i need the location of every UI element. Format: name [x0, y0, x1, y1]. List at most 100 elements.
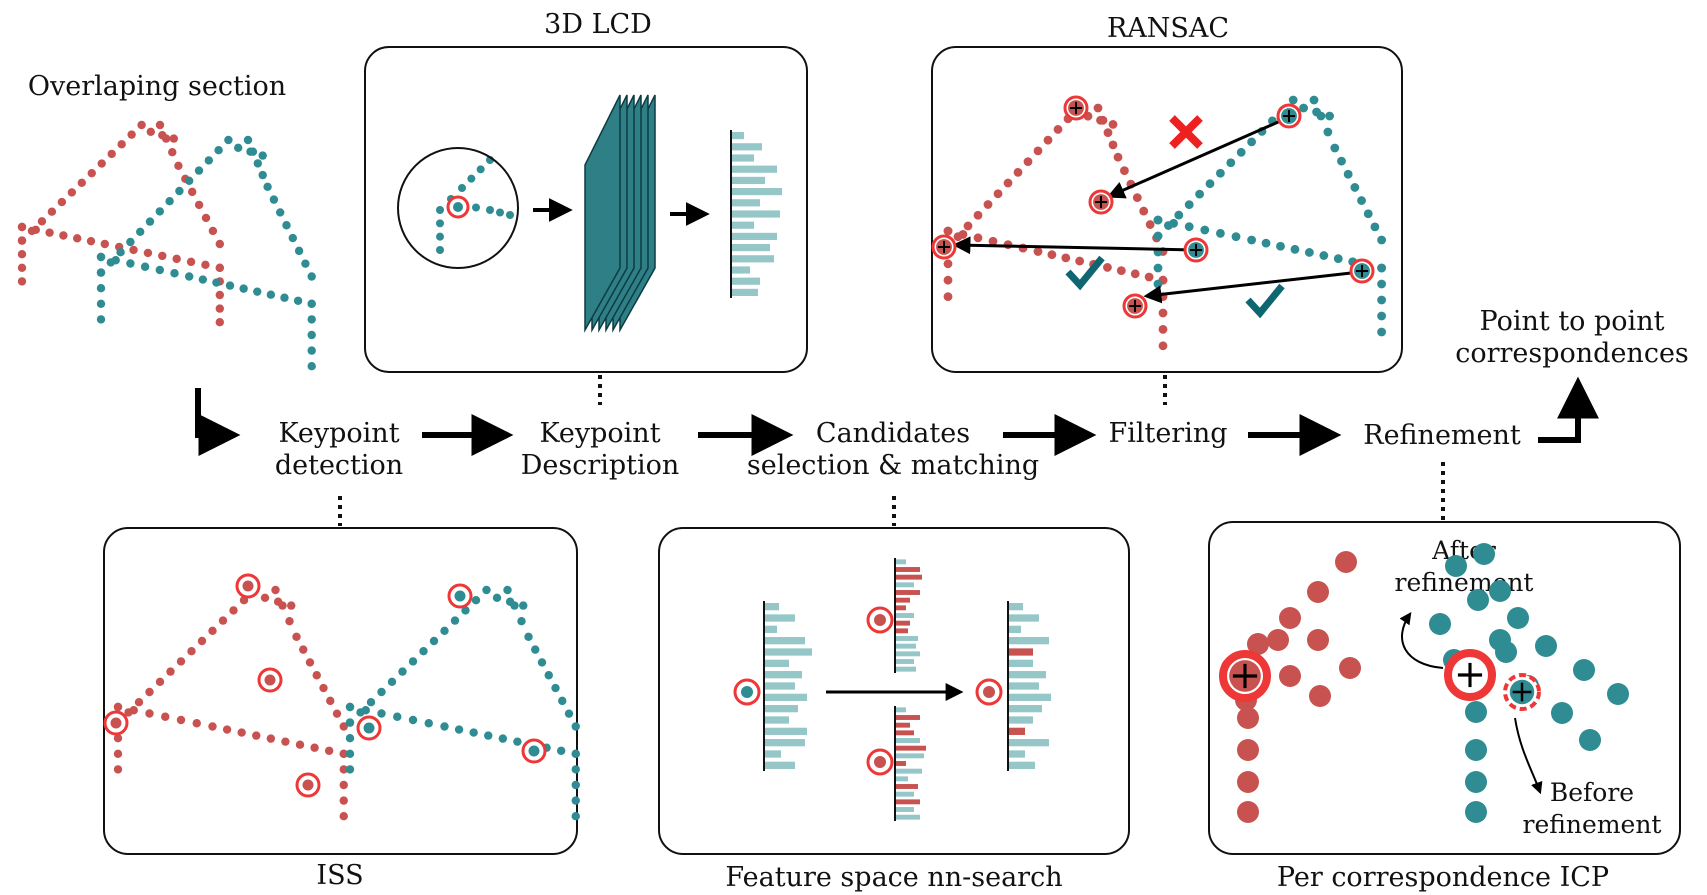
histogram-bar: [896, 776, 908, 782]
before-label-1: Before: [1550, 778, 1634, 807]
red-point: [339, 812, 348, 821]
teal-point: [280, 293, 289, 302]
dotted-connectors: [338, 375, 1445, 526]
red-point: [59, 231, 68, 240]
teal-point: [544, 671, 553, 680]
teal-point: [1309, 95, 1319, 105]
teal-point: [436, 232, 444, 241]
teal-point: [345, 749, 355, 758]
histogram-bar: [896, 582, 914, 588]
teal-point: [345, 765, 355, 774]
cross-icon: [1169, 115, 1203, 149]
red-point: [222, 725, 232, 734]
teal-point: [1231, 232, 1241, 242]
red-point: [1103, 128, 1113, 138]
teal-point: [408, 657, 418, 666]
teal-point: [1216, 228, 1225, 238]
red-point: [1158, 341, 1168, 351]
teal-point: [1350, 183, 1360, 192]
teal-point: [1304, 248, 1314, 257]
red-point: [201, 260, 210, 270]
teal-point: [1205, 179, 1215, 189]
histogram-bar: [896, 707, 906, 713]
teal-point: [1325, 111, 1334, 121]
teal-point: [419, 647, 428, 656]
iss-panel: [103, 527, 578, 855]
teal-point: [282, 221, 291, 230]
ptp-label-1: Point to point: [1480, 306, 1665, 337]
teal-point: [571, 796, 580, 805]
ransac-title: RANSAC: [1107, 13, 1229, 44]
teal-point: [408, 715, 418, 725]
teal-point: [1429, 613, 1451, 635]
teal-point: [1363, 209, 1373, 219]
histogram-bar: [896, 559, 906, 565]
red-point: [973, 233, 983, 243]
teal-point: [307, 299, 316, 308]
teal-point: [266, 290, 276, 299]
red-point: [973, 210, 983, 220]
red-point: [1108, 120, 1118, 129]
keypoint-detection-2: detection: [275, 450, 403, 481]
histogram-bar: [1009, 727, 1025, 735]
teal-point: [1370, 222, 1380, 232]
histogram-bar: [732, 210, 780, 218]
teal-point: [155, 265, 164, 275]
red-point: [332, 709, 342, 718]
red-point: [1237, 771, 1259, 793]
teal-point: [467, 174, 476, 183]
red-point: [260, 593, 270, 602]
teal-point: [269, 195, 279, 204]
histogram-bar: [765, 750, 781, 758]
keypoint-center: [453, 202, 463, 212]
histogram-bar: [732, 199, 760, 207]
histogram-bar: [896, 814, 920, 820]
teal-point: [198, 275, 208, 284]
histogram-bar: [765, 637, 805, 645]
teal-point: [471, 596, 481, 605]
histogram-bar: [732, 176, 765, 184]
teal-point: [387, 677, 397, 686]
red-point: [281, 737, 290, 746]
histogram-bar: [896, 666, 916, 672]
histogram-bar: [896, 574, 922, 580]
teal-point: [1184, 222, 1194, 232]
red-point: [287, 601, 296, 610]
teal-point: [307, 362, 316, 371]
histogram-bar: [896, 768, 922, 774]
teal-point: [1195, 189, 1204, 199]
red-point: [17, 250, 27, 259]
red-point: [129, 706, 138, 715]
teal-point: [1551, 702, 1573, 724]
iss-label: ISS: [316, 860, 363, 891]
red-point: [17, 236, 27, 245]
histogram-bar: [1009, 761, 1035, 769]
teal-point: [558, 696, 567, 706]
red-point: [77, 178, 87, 187]
teal-point: [377, 687, 386, 697]
histogram-bar: [732, 143, 762, 151]
red-point: [958, 230, 968, 239]
keypoint-center: [264, 674, 276, 686]
histogram-bar: [896, 753, 924, 759]
teal-point: [1535, 635, 1557, 657]
teal-point: [185, 176, 194, 185]
teal-point: [366, 698, 376, 707]
teal-point: [1236, 147, 1246, 157]
teal-point: [1153, 215, 1163, 225]
keypoint-description-1: Keypoint: [539, 418, 660, 449]
histogram-bar: [896, 620, 910, 626]
red-point: [1247, 633, 1269, 655]
red-point: [1307, 581, 1329, 603]
red-point: [192, 719, 201, 728]
red-point: [215, 290, 224, 300]
teal-point: [461, 606, 470, 615]
histogram-bar: [732, 244, 770, 252]
red-point: [186, 257, 196, 267]
histogram-bar: [1009, 739, 1049, 747]
teal-point: [429, 636, 439, 646]
red-point: [158, 251, 167, 261]
red-point: [155, 120, 165, 130]
histogram-bar: [1009, 659, 1033, 667]
teal-point: [503, 585, 512, 595]
